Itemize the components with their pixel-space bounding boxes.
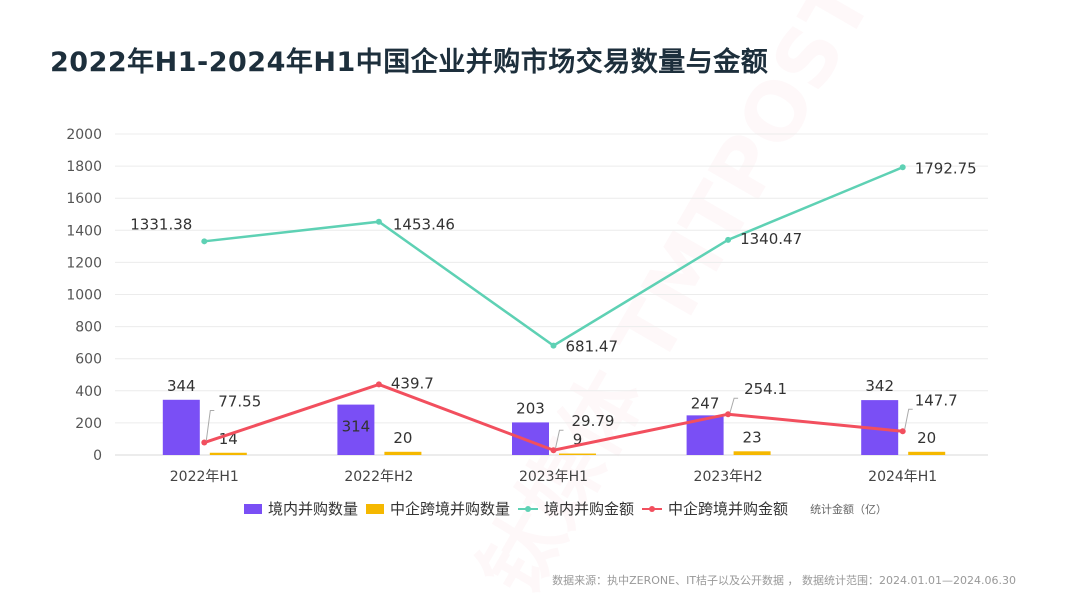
legend-line <box>642 505 663 512</box>
bar-domestic-count <box>337 404 375 455</box>
bar-data-label: 20 <box>393 429 412 447</box>
legend-item-crossborder-amount: 中企跨境并购金额 <box>642 498 788 519</box>
y-tick-label: 800 <box>75 320 102 336</box>
x-tick-label: 2024年H1 <box>868 469 937 485</box>
source-note: 数据来源：执中ZERONE、IT桔子以及公开数据 ， 数据统计范围：2024.0… <box>552 574 1016 587</box>
line-domestic-amount <box>204 166 904 348</box>
legend: 境内并购数量 中企跨境并购数量 境内并购金额 中企跨境并购金额 统计金额（亿） <box>244 498 887 519</box>
line-data-label: 1340.47 <box>740 230 802 248</box>
chart-title: 2022年H1-2024年H1中国企业并购市场交易数量与金额 <box>50 47 769 78</box>
x-tick-label: 2022年H2 <box>344 469 413 485</box>
leader-line <box>555 429 564 449</box>
y-tick-label: 1200 <box>66 255 102 271</box>
line-data-label: 681.47 <box>566 338 619 356</box>
bar-crossborder-count <box>733 451 771 455</box>
line-point <box>375 381 382 388</box>
line-point <box>550 447 557 454</box>
line-data-label: 439.7 <box>391 374 434 392</box>
line-point <box>899 164 906 171</box>
line-data-label: 29.79 <box>572 412 615 430</box>
line-data-label: 147.7 <box>915 391 958 409</box>
bar-data-label: 314 <box>342 418 371 436</box>
y-tick-label: 1600 <box>66 191 102 207</box>
y-tick-label: 600 <box>75 352 102 368</box>
line-point <box>550 342 557 349</box>
y-tick-label: 1000 <box>66 288 102 304</box>
line-data-label: 1453.46 <box>393 216 455 234</box>
legend-item-domestic-count: 境内并购数量 <box>244 498 358 519</box>
legend-swatch <box>366 503 385 514</box>
bar-data-label: 23 <box>743 428 762 446</box>
line-point <box>201 439 208 446</box>
bar-crossborder-count <box>908 451 946 455</box>
bar-crossborder-count <box>559 453 596 455</box>
legend-swatch <box>244 503 262 514</box>
y-tick-label: 1800 <box>66 159 102 175</box>
leader-line <box>729 397 739 413</box>
bar-data-label: 344 <box>167 377 196 395</box>
y-tick-label: 2000 <box>66 127 102 143</box>
bar-domestic-count <box>512 422 549 455</box>
y-tick-label: 0 <box>93 448 102 464</box>
legend-line <box>518 505 539 512</box>
y-tick-label: 400 <box>75 384 102 400</box>
y-tick-label: 1400 <box>66 223 102 239</box>
line-data-label: 254.1 <box>744 380 787 398</box>
bar-data-label: 9 <box>573 431 583 449</box>
bar-domestic-count <box>162 399 200 455</box>
x-tick-label: 2023年H1 <box>519 469 588 485</box>
line-point <box>375 218 382 225</box>
line-point <box>201 238 208 245</box>
bar-crossborder-count <box>209 452 247 455</box>
bar-crossborder-count <box>384 451 422 455</box>
line-data-label: 1331.38 <box>130 215 192 233</box>
line-data-label: 1792.75 <box>915 159 977 177</box>
leader-line <box>205 410 215 441</box>
bar-data-label: 203 <box>516 399 545 417</box>
line-point <box>899 428 906 435</box>
unit-note: 统计金额（亿） <box>810 502 888 516</box>
bar-data-label: 20 <box>917 429 936 447</box>
legend-item-domestic-amount: 境内并购金额 <box>518 498 634 519</box>
leader-line <box>904 408 913 430</box>
line-data-label: 77.55 <box>218 393 261 411</box>
bar-data-label: 342 <box>865 377 894 395</box>
y-tick-label: 200 <box>75 416 102 432</box>
x-tick-label: 2023年H2 <box>694 469 763 485</box>
line-point <box>725 236 732 243</box>
x-tick-label: 2022年H1 <box>170 469 239 485</box>
legend-item-crossborder-count: 中企跨境并购数量 <box>366 498 510 519</box>
line-point <box>725 411 732 418</box>
bar-data-label: 247 <box>691 394 720 412</box>
